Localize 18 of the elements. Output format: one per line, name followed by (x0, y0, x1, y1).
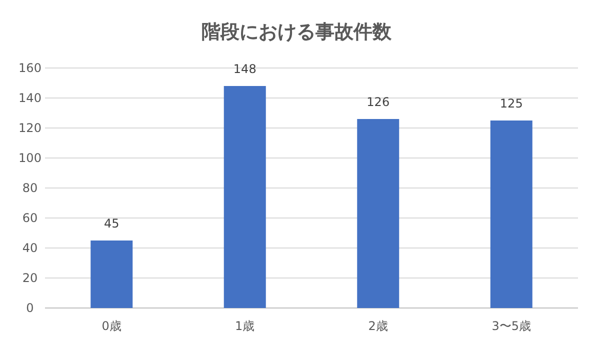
data-label: 126 (366, 95, 390, 109)
y-tick-label: 20 (22, 271, 38, 285)
y-tick-label: 100 (18, 151, 42, 165)
y-tick-label: 160 (18, 61, 42, 75)
x-tick-label: 3〜5歳 (492, 319, 532, 333)
y-tick-label: 40 (22, 241, 38, 255)
x-tick-label: 2歳 (368, 319, 388, 333)
y-tick-label: 120 (18, 121, 42, 135)
data-label: 148 (233, 62, 256, 76)
x-tick-label: 0歳 (102, 319, 122, 333)
x-tick-label: 1歳 (235, 319, 255, 333)
y-tick-label: 60 (22, 211, 38, 225)
y-tick-label: 80 (22, 181, 38, 195)
y-tick-label: 0 (26, 301, 34, 315)
chart-title: 階段における事故件数 (202, 21, 392, 43)
data-label: 125 (500, 96, 523, 110)
data-label: 45 (104, 216, 120, 230)
y-tick-label: 140 (18, 91, 42, 105)
